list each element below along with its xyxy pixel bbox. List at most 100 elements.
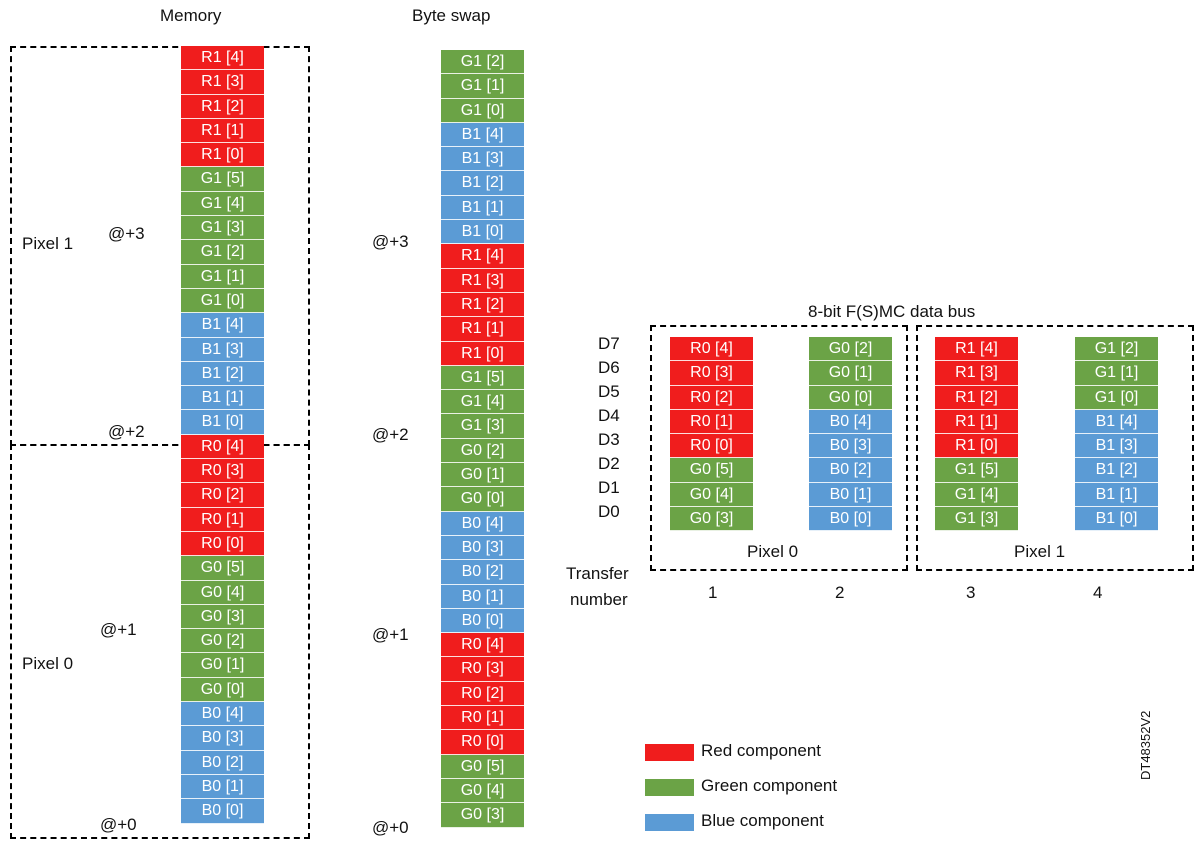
bit-cell: B0 [4] [441,511,524,536]
legend-label: Green component [701,776,838,795]
bit-cell: G1 [3] [935,507,1018,532]
data-line-d7: D7 [598,334,620,353]
bit-cell: G0 [1] [441,463,524,488]
bit-cell: G0 [0] [441,487,524,512]
bit-cell: B1 [0] [441,220,524,245]
pixel0-label: Pixel 0 [22,654,74,673]
data-line-d0: D0 [598,502,620,521]
bit-cell: G1 [4] [441,390,524,415]
bit-cell: R1 [1] [441,317,524,342]
legend-swatch [645,779,694,796]
bit-cell: G1 [1] [181,264,264,289]
bit-cell: B1 [3] [1075,434,1158,459]
memory-address-2: @+2 [108,422,145,441]
swap-address-2: @+2 [372,425,409,444]
byteswap-header: Byte swap [412,6,491,25]
bit-cell: R0 [4] [670,337,753,362]
bit-cell: G0 [4] [441,778,524,804]
bit-cell: G1 [3] [441,414,524,439]
bit-cell: B1 [3] [441,147,524,172]
data-line-d3: D3 [598,430,620,449]
bus-pixel1-box [916,325,1194,571]
byteswap-column: G1 [2] G1 [1] G1 [0] B1 [4] B1 [3] B1 [2] B1 [… [441,50,524,828]
legend-label: Red component [701,741,822,760]
bit-cell: B0 [0] [809,507,892,532]
data-line-d5: D5 [598,382,620,401]
bit-cell: B0 [0] [181,799,264,824]
bit-cell: R1 [3] [181,70,264,95]
memory-address-0: @+0 [100,815,137,834]
bit-cell: B0 [2] [181,750,264,775]
bit-cell: G0 [3] [441,803,524,828]
bus-pixel1-label: Pixel 1 [1014,542,1066,561]
bit-cell: B0 [1] [809,482,892,508]
bit-cell: G0 [5] [441,754,524,779]
bit-cell: G1 [0] [1075,385,1158,410]
bit-cell: B0 [4] [181,702,264,727]
data-line-d6: D6 [598,358,620,377]
bit-cell: B0 [3] [809,434,892,459]
data-line-d2: D2 [598,454,620,473]
bus-pixel0-box [650,325,908,571]
bit-cell: R1 [1] [935,409,1018,435]
bit-cell: B1 [0] [181,410,264,435]
bit-cell: G0 [3] [181,604,264,630]
bit-cell: R1 [0] [441,341,524,366]
transfer-column-3: R1 [4] R1 [3] R1 [2] R1 [1] R1 [0] G1 [5] G1 [… [935,337,1018,532]
bit-cell: R1 [0] [935,434,1018,459]
transfer-number-2: 2 [835,583,845,602]
bit-cell: R0 [0] [441,730,524,755]
bit-cell: R0 [1] [670,409,753,435]
bit-cell: G1 [1] [441,74,524,99]
bit-cell: R1 [2] [181,94,264,119]
bit-cell: R0 [2] [441,681,524,707]
bit-cell: G0 [5] [670,458,753,483]
legend-swatch [645,744,694,761]
bit-cell: B1 [1] [1075,482,1158,508]
bit-cell: R0 [3] [181,459,264,484]
swap-address-1: @+1 [372,625,409,644]
bit-cell: R0 [4] [181,434,264,460]
swap-address-3: @+3 [372,232,409,251]
pixel1-label: Pixel 1 [22,234,74,253]
bit-cell: B1 [1] [441,195,524,221]
bit-cell: B1 [2] [441,171,524,196]
bus-pixel0-label: Pixel 0 [747,542,799,561]
data-line-d1: D1 [598,478,620,497]
legend-label: Blue component [701,811,824,830]
bit-cell: B1 [2] [181,361,264,387]
bit-cell: R0 [2] [181,483,264,508]
bit-cell: R0 [3] [670,361,753,386]
bit-cell: R0 [0] [181,531,264,557]
bit-cell: G0 [1] [809,361,892,386]
figure-id: DT48352V2 [1138,710,1153,780]
memory-header: Memory [160,6,222,25]
legend-swatch [645,814,694,831]
bit-cell: R0 [1] [181,507,264,532]
bit-cell: G1 [4] [181,191,264,217]
bit-cell: G1 [5] [935,458,1018,483]
transfer-number-1: 1 [708,583,718,602]
bit-cell: G1 [2] [181,240,264,265]
bit-cell: G0 [4] [181,580,264,605]
bit-cell: G0 [5] [181,556,264,581]
bit-cell: B1 [4] [1075,409,1158,435]
bit-cell: G0 [1] [181,653,264,678]
bit-cell: R1 [4] [935,337,1018,362]
bit-cell: B0 [1] [181,774,264,800]
bit-cell: B0 [0] [441,608,524,634]
bit-cell: G1 [1] [1075,361,1158,386]
bit-cell: B1 [2] [1075,458,1158,483]
transfer-label-line2: number [570,590,628,609]
bit-cell: R0 [0] [670,434,753,459]
transfer-column-2: G0 [2] G0 [1] G0 [0] B0 [4] B0 [3] B0 [2] B0 [… [809,337,892,532]
bit-cell: G1 [5] [181,167,264,192]
bit-cell: B1 [0] [1075,507,1158,532]
bit-cell: R1 [2] [441,292,524,318]
bit-cell: B1 [4] [441,122,524,148]
bit-cell: B0 [1] [441,584,524,609]
swap-address-0: @+0 [372,818,409,837]
bus-title: 8-bit F(S)MC data bus [808,302,976,321]
bit-cell: R1 [1] [181,118,264,144]
bit-cell: B0 [4] [809,409,892,435]
